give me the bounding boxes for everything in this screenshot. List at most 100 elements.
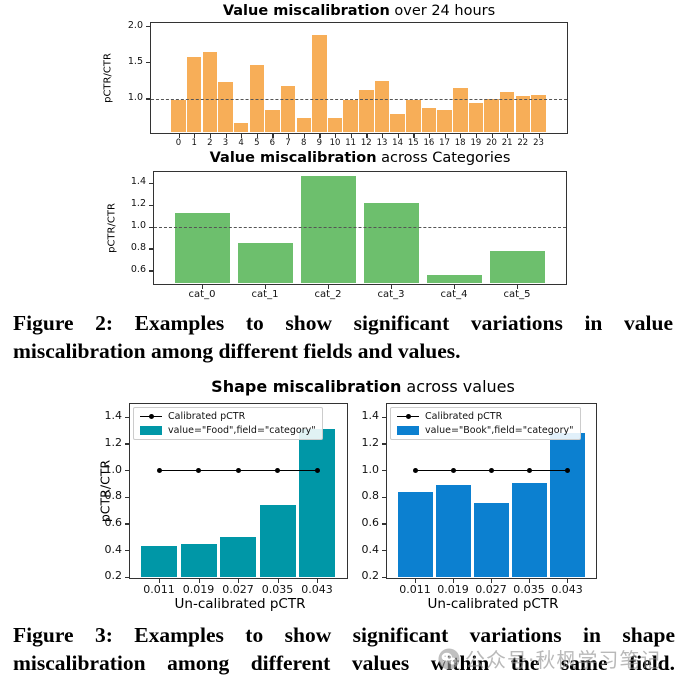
legend-label: value="Food",field="category" [168,425,316,436]
x-tick-mark [159,578,161,583]
x-tick-label: 23 [533,138,544,148]
chart-shape-title-bold: Shape miscalibration [211,377,402,396]
y-tick-mark [381,470,386,472]
x-tick-label: 20 [486,138,497,148]
x-tick-mark [350,133,352,138]
bar-21 [499,91,515,132]
x-tick-label: 18 [454,138,466,148]
bar-20 [484,98,499,132]
y-tick-label: 0.2 [104,569,123,583]
x-tick-label: 0.035 [513,583,545,596]
y-tick-mark [381,443,386,445]
calibrated-pctr-marker [564,468,570,473]
figure3-caption-line1: Figure 3: Examples to show significant v… [13,623,675,647]
chart-hours-title-bold: Value miscalibration [222,3,390,19]
x-tick-mark [303,133,305,138]
x-tick-mark [366,133,368,138]
x-tick-mark [225,133,227,138]
y-tick-label: 0.8 [130,242,146,254]
chart-shape-title: Shape miscalibration across values [211,377,515,396]
x-tick-mark [238,578,240,583]
y-tick-label: 0.6 [104,515,123,529]
legend-entry: value="Book",field="category" [397,425,574,436]
bar-15 [406,99,421,132]
figure2-caption: Figure 2: Examples to show significant v… [13,309,673,365]
legend-label: Calibrated pCTR [168,411,246,422]
y-tick-label: 1.2 [361,436,380,449]
figure3-caption-line2: miscalibration among different values wi… [13,651,675,675]
x-tick-mark [415,578,417,583]
bar-4 [233,122,249,132]
y-tick-mark [145,98,150,100]
chart-book-plot: 0.2 0.4 0.6 0.8 1.0 1.2 1.4 0.011 0.019 0.027 0.03… [362,403,597,596]
x-tick-mark [444,133,446,138]
bar-0.027 [473,502,509,577]
watermark-text: 公众号·秋枫学习笔记 [465,648,662,672]
chart-categories-plot: 0.6 0.8 1.0 1.2 1.4 cat_0 cat_1 cat_2 cat_3 cat_4… [131,171,567,300]
y-tick-mark [124,496,129,498]
calibrated-pctr-marker [275,468,280,473]
bar-13 [374,80,390,132]
x-tick-mark [202,284,204,289]
x-tick-mark [453,578,455,583]
x-tick-label: 22 [517,138,529,148]
x-tick-label: 0 [175,138,182,148]
bar-8 [296,118,311,132]
x-tick-label: 3 [222,138,229,148]
bar-0.019 [180,543,217,577]
x-tick-label: 0.035 [261,583,294,596]
bar-cat_3 [363,202,419,283]
x-tick-label: 7 [285,138,291,148]
bar-cat_5 [489,251,545,283]
chart-shape-title-rest: across values [401,377,515,396]
legend-label: Calibrated pCTR [425,411,503,422]
y-tick-mark [145,26,150,28]
y-tick-mark [124,416,129,419]
x-tick-label: 0.027 [222,583,254,596]
x-tick-mark [178,133,180,138]
x-tick-mark [209,133,212,138]
bar-19 [468,103,484,132]
bar-2 [202,51,218,132]
y-tick-mark [148,248,153,250]
bar-17 [437,109,452,132]
bar-0.027 [220,537,256,577]
bar-22 [515,95,531,132]
x-tick-mark [382,133,384,138]
x-tick-label: cat_3 [377,289,405,300]
y-tick-label: 1.2 [130,198,146,210]
legend-line-marker [397,414,419,419]
legend: Calibrated pCTR value="Book",field="categ… [390,407,581,440]
y-tick-mark [148,204,153,206]
x-tick-mark [397,133,399,138]
reference-line [151,98,567,100]
x-tick-label: 13 [376,138,388,148]
bar-0.035 [511,482,547,577]
bar-1 [186,56,202,132]
x-tick-mark [567,578,569,583]
x-tick-mark [272,133,274,138]
x-tick-label: 4 [238,138,244,148]
bar-0 [171,100,186,132]
x-tick-label: 0.011 [399,583,431,596]
y-tick-label: 1.5 [127,55,143,67]
x-tick-label: 2 [207,138,213,148]
x-tick-label: 21 [501,138,513,148]
legend-line-marker [140,414,162,419]
chart-food-plot: 0.2 0.4 0.6 0.8 1.0 1.2 1.4 0.011 0.019 0.027 0.03… [105,403,348,596]
bar-cat_0 [174,212,230,283]
bar-5 [249,64,264,132]
x-tick-mark [319,133,321,138]
bar-16 [421,107,437,132]
y-tick-label: 2.0 [127,19,143,31]
bar-0.011 [141,546,177,577]
bar-10 [327,118,343,132]
y-tick-label: 1.2 [104,436,123,449]
x-tick-mark [194,133,196,138]
x-tick-mark [265,284,267,289]
calibrated-pctr-marker [412,468,418,473]
x-tick-mark [413,133,415,138]
y-tick-mark [124,576,129,578]
chart-hours-title: Value miscalibration over 24 hours [223,3,495,19]
bar-9 [312,34,327,132]
